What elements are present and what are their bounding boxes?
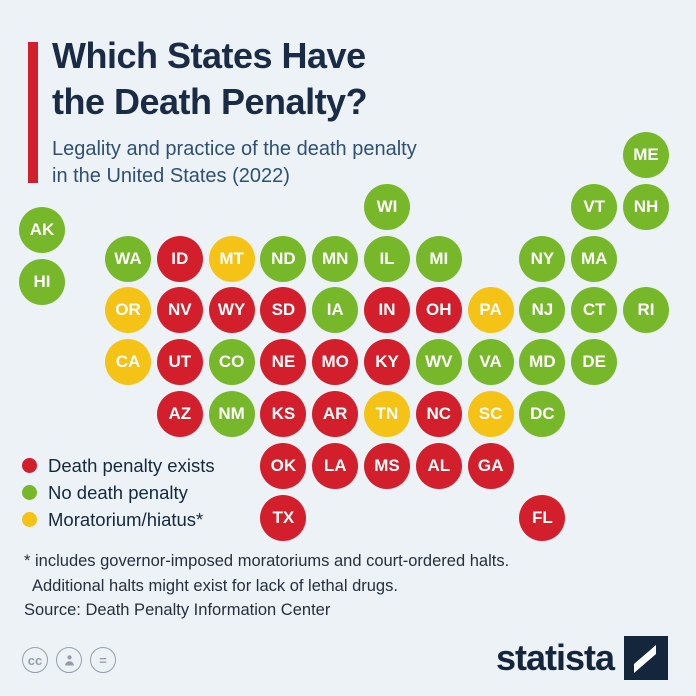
subtitle-line-1: Legality and practice of the death penal…	[52, 138, 417, 160]
title-accent-bar	[28, 42, 38, 183]
legend: Death penalty exists No death penalty Mo…	[22, 452, 215, 533]
state-tile-nc: NC	[415, 391, 462, 437]
state-tile-nh: NH	[623, 183, 669, 230]
state-tile-mn: MN	[312, 235, 359, 282]
title-line-2: the Death Penalty?	[52, 81, 368, 122]
statista-wordmark: statista	[495, 637, 615, 678]
legend-dot-yellow	[22, 512, 37, 527]
state-tile-me: ME	[623, 132, 669, 178]
state-tile-wa: WA	[105, 235, 151, 282]
state-tile-mt: MT	[208, 235, 255, 282]
legend-item-none: No death penalty	[22, 479, 215, 506]
state-tile-mo: MO	[312, 339, 359, 386]
state-tile-de: DE	[571, 339, 618, 386]
legend-label-none: No death penalty	[48, 481, 188, 503]
state-tile-wi: WI	[364, 183, 410, 230]
state-tile-al: AL	[415, 442, 462, 489]
legend-dot-green	[22, 485, 37, 500]
state-tile-ar: AR	[312, 391, 359, 437]
state-tile-ia: IA	[312, 287, 359, 334]
state-tile-id: ID	[156, 235, 203, 282]
legend-label-moratorium: Moratorium/hiatus*	[48, 508, 204, 530]
state-tile-sd: SD	[260, 287, 307, 334]
state-tile-dc: DC	[519, 391, 566, 437]
state-tile-pa: PA	[467, 287, 514, 334]
state-tile-ne: NE	[260, 339, 307, 386]
state-tile-ca: CA	[105, 339, 151, 386]
legend-item-moratorium: Moratorium/hiatus*	[22, 506, 215, 533]
state-tile-ny: NY	[519, 235, 566, 282]
state-tile-tx: TX	[260, 494, 307, 541]
legend-label-exists: Death penalty exists	[48, 454, 215, 476]
state-tile-ct: CT	[571, 287, 618, 334]
statista-logo[interactable]: statista	[496, 636, 668, 680]
state-tile-ri: RI	[623, 287, 669, 334]
footnote-line-2: Additional halts might exist for lack of…	[32, 577, 398, 595]
state-tile-fl: FL	[519, 494, 566, 541]
legend-dot-red	[22, 458, 37, 473]
state-tile-oh: OH	[415, 287, 462, 334]
page-subtitle: Legality and practice of the death penal…	[52, 136, 417, 190]
state-tile-ks: KS	[260, 391, 307, 437]
state-tile-nm: NM	[208, 391, 255, 437]
license-badges: cc =	[22, 647, 116, 673]
state-tile-va: VA	[467, 339, 514, 386]
source-line: Source: Death Penalty Information Center	[24, 601, 331, 619]
page-title: Which States Have the Death Penalty?	[52, 33, 368, 125]
title-line-1: Which States Have	[52, 35, 366, 76]
subtitle-line-2: in the United States (2022)	[52, 165, 290, 187]
state-tile-ky: KY	[364, 339, 410, 386]
statista-logo-mark-icon	[624, 636, 668, 680]
state-tile-hi: HI	[19, 258, 65, 305]
footnote: * includes governor-imposed moratoriums …	[24, 549, 509, 599]
state-tile-wv: WV	[415, 339, 462, 386]
cc-icon[interactable]: cc	[22, 647, 48, 673]
state-tile-ga: GA	[467, 442, 514, 489]
state-tile-vt: VT	[571, 183, 618, 230]
equals-icon[interactable]: =	[90, 647, 116, 673]
state-tile-il: IL	[364, 235, 410, 282]
legend-item-exists: Death penalty exists	[22, 452, 215, 479]
state-tile-ut: UT	[156, 339, 203, 386]
state-tile-ms: MS	[364, 442, 410, 489]
state-tile-la: LA	[312, 442, 359, 489]
state-tile-ok: OK	[260, 442, 307, 489]
state-tile-sc: SC	[467, 391, 514, 437]
state-tile-or: OR	[105, 287, 151, 334]
state-tile-md: MD	[519, 339, 566, 386]
state-tile-co: CO	[208, 339, 255, 386]
person-icon	[64, 654, 74, 665]
state-tile-in: IN	[364, 287, 410, 334]
state-tile-az: AZ	[156, 391, 203, 437]
footnote-line-1: * includes governor-imposed moratoriums …	[24, 552, 510, 570]
attribution-person-icon[interactable]	[56, 647, 82, 673]
state-tile-nj: NJ	[519, 287, 566, 334]
state-tile-nv: NV	[156, 287, 203, 334]
state-tile-tn: TN	[364, 391, 410, 437]
state-tile-mi: MI	[415, 235, 462, 282]
state-tile-ma: MA	[571, 235, 618, 282]
state-tile-nd: ND	[260, 235, 307, 282]
state-tile-wy: WY	[208, 287, 255, 334]
state-tile-ak: AK	[19, 207, 65, 254]
